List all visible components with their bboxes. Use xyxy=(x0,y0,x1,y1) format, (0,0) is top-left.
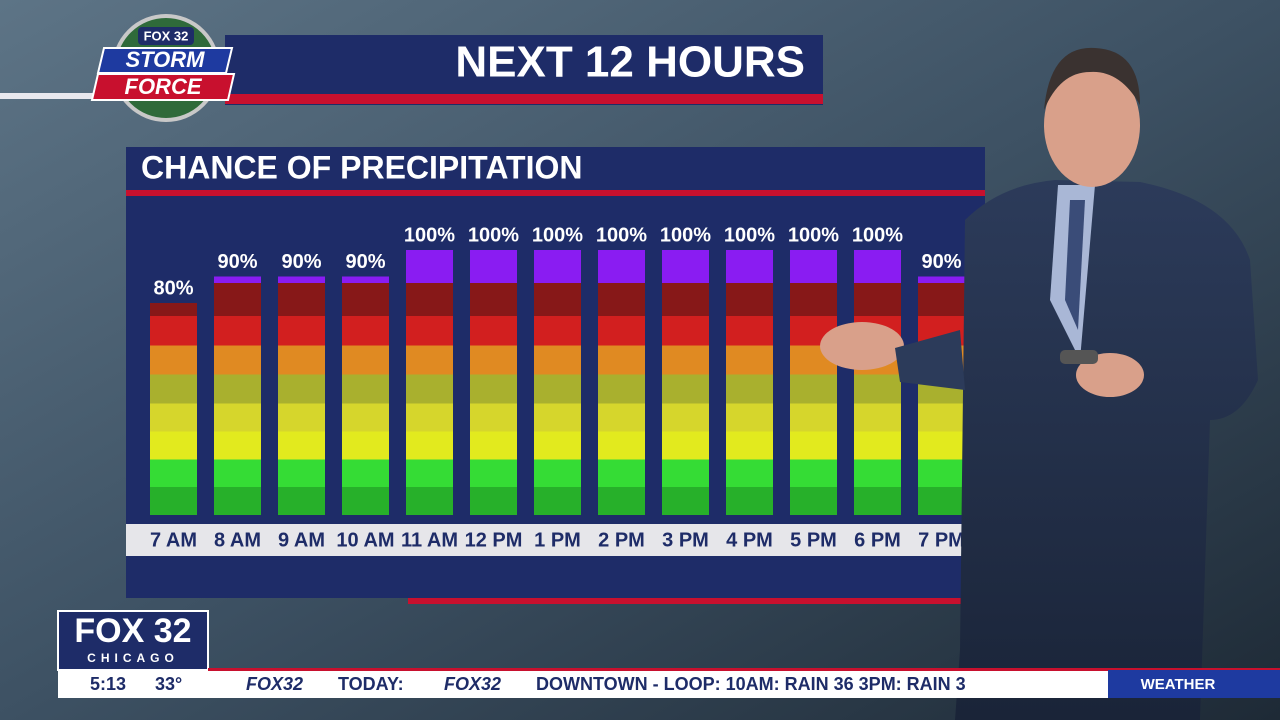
station-name: FOX 32 xyxy=(74,612,191,650)
ticker-logo: FOX32 xyxy=(246,674,303,694)
category-strip xyxy=(126,524,965,556)
presenter-clicker xyxy=(1060,350,1098,364)
x-tick-label: 12 PM xyxy=(465,529,523,551)
x-tick-label: 7 PM xyxy=(918,529,965,551)
bar xyxy=(790,250,837,515)
bar xyxy=(598,250,645,515)
bar xyxy=(662,250,709,515)
presenter-tie xyxy=(1065,200,1085,330)
presenter-head xyxy=(1044,63,1140,187)
logo-station: FOX 32 xyxy=(144,28,189,43)
bar xyxy=(854,250,901,515)
x-tick-label: 4 PM xyxy=(726,529,773,551)
station-bug xyxy=(57,610,209,671)
x-tick-label: 1 PM xyxy=(534,529,581,551)
bar xyxy=(406,250,453,515)
ticker-rule xyxy=(208,668,1280,671)
logo-line1: STORM xyxy=(125,47,205,72)
bar xyxy=(278,276,325,515)
value-label: 90% xyxy=(345,251,385,273)
value-label: 100% xyxy=(596,224,647,246)
chart-title: CHANCE OF PRECIPITATION xyxy=(141,149,582,185)
value-label: 90% xyxy=(281,251,321,273)
ticker-time: 5:13 xyxy=(90,674,126,694)
presenter-hand-left xyxy=(820,322,904,370)
presenter-suit xyxy=(955,180,1258,720)
value-label: 100% xyxy=(532,224,583,246)
bar xyxy=(918,276,965,515)
ticker-item: DOWNTOWN - LOOP: 10AM: RAIN 36 3PM: RAIN… xyxy=(536,674,966,694)
header-title: NEXT 12 HOURS xyxy=(455,38,805,87)
x-tick-label: 5 PM xyxy=(790,529,837,551)
x-tick-label: 3 PM xyxy=(662,529,709,551)
station-city: CHICAGO xyxy=(87,651,179,665)
bar xyxy=(534,250,581,515)
value-label: 100% xyxy=(660,224,711,246)
value-label: 100% xyxy=(468,224,519,246)
ticker-item: TODAY: xyxy=(338,674,404,694)
presenter-hair xyxy=(1044,47,1140,110)
value-label: 100% xyxy=(852,224,903,246)
logo-band-bottom xyxy=(90,73,236,101)
header-stripe xyxy=(225,94,823,104)
presenter xyxy=(820,47,1258,720)
header-bar xyxy=(225,35,823,105)
logo-line2: FORCE xyxy=(125,74,203,99)
chart-bottom-rule xyxy=(408,598,965,604)
x-tick-label: 9 AM xyxy=(278,529,325,551)
plot: 80% 7 AM 90% 8 AM 90% 9 AM 90% 10 AM 100% 11 AM 10… xyxy=(150,224,965,551)
ticker-section: WEATHER xyxy=(1141,676,1216,693)
x-tick-label: 10 AM xyxy=(336,529,394,551)
value-label: 100% xyxy=(724,224,775,246)
value-label: 90% xyxy=(921,251,961,273)
bar xyxy=(214,276,261,515)
logo-tag xyxy=(138,27,194,45)
bar xyxy=(342,276,389,515)
presenter-sleeve xyxy=(895,330,965,390)
x-tick-label: 11 AM xyxy=(401,529,458,551)
value-label: 100% xyxy=(788,224,839,246)
bar xyxy=(726,250,773,515)
ticker-bar xyxy=(58,670,1108,698)
value-label: 90% xyxy=(217,251,257,273)
bar xyxy=(470,250,517,515)
ticker-temperature: 33° xyxy=(155,674,182,694)
x-tick-label: 6 PM xyxy=(854,529,901,551)
chart-title-rule xyxy=(126,190,985,196)
value-label: 80% xyxy=(153,277,193,299)
ticker-logo: FOX32 xyxy=(444,674,501,694)
x-tick-label: 8 AM xyxy=(214,529,261,551)
storm-force-logo: FOX 32 STORM FORCE xyxy=(90,14,236,122)
bar xyxy=(150,303,197,515)
header-rule xyxy=(0,93,100,99)
value-label: 100% xyxy=(404,224,455,246)
x-tick-label: 7 AM xyxy=(150,529,197,551)
x-tick-label: 2 PM xyxy=(598,529,645,551)
ticker-section-bar xyxy=(1108,670,1280,698)
